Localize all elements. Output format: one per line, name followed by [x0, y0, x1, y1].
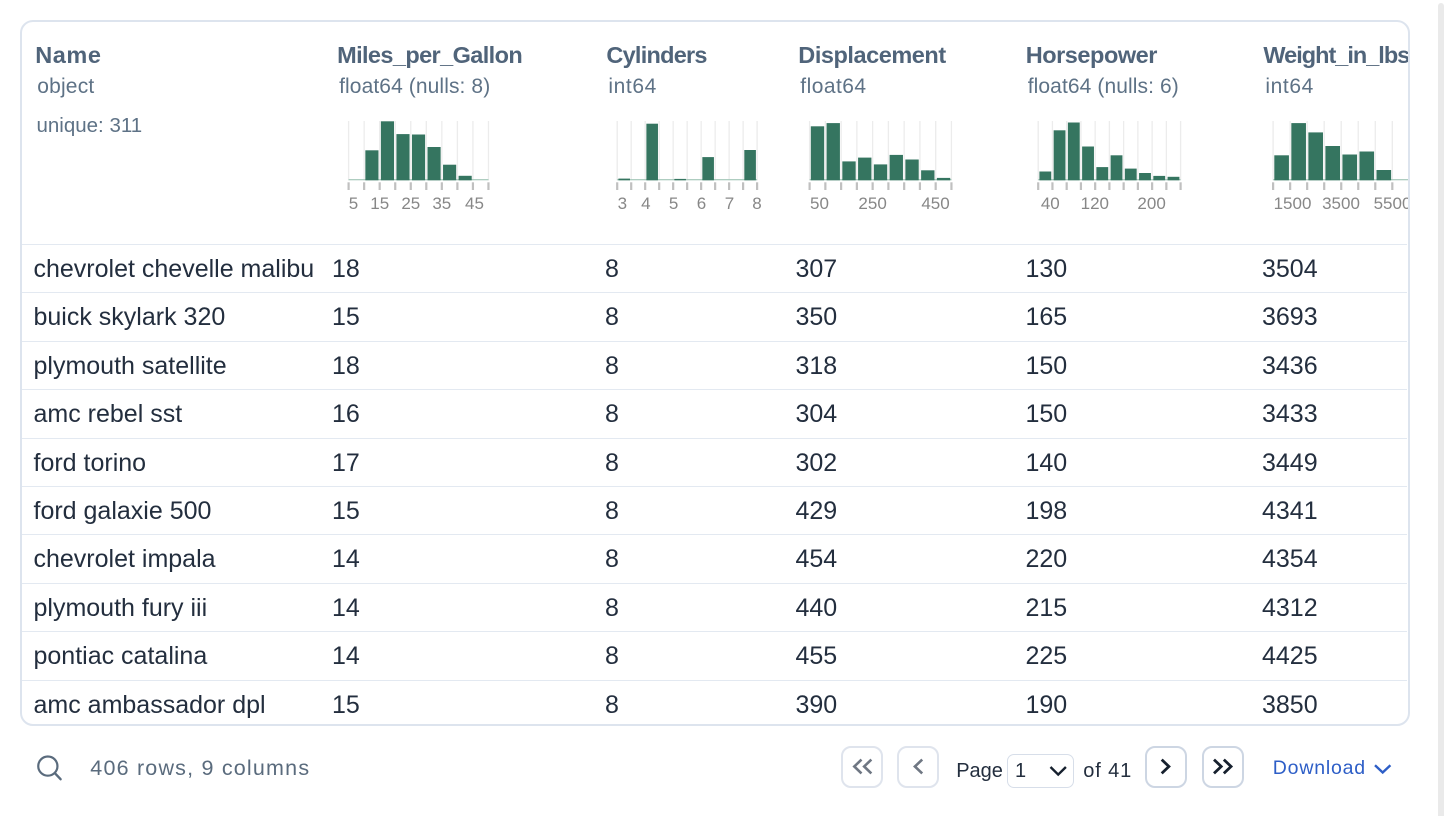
svg-text:5: 5 [349, 194, 358, 213]
svg-text:6: 6 [697, 194, 706, 213]
svg-text:25: 25 [401, 194, 420, 213]
svg-text:45: 45 [465, 194, 484, 213]
svg-text:35: 35 [432, 194, 451, 213]
svg-text:120: 120 [1081, 194, 1109, 213]
svg-text:1500: 1500 [1274, 194, 1312, 213]
svg-text:50: 50 [810, 194, 829, 213]
svg-text:250: 250 [858, 194, 886, 213]
svg-text:3: 3 [618, 194, 627, 213]
svg-text:15: 15 [370, 194, 389, 213]
svg-text:5500: 5500 [1374, 194, 1410, 213]
svg-text:450: 450 [921, 194, 949, 213]
svg-text:8: 8 [752, 194, 761, 213]
svg-text:7: 7 [725, 194, 734, 213]
svg-text:4: 4 [641, 194, 650, 213]
svg-text:5: 5 [669, 194, 678, 213]
svg-text:200: 200 [1137, 194, 1165, 213]
svg-text:40: 40 [1041, 194, 1060, 213]
svg-text:3500: 3500 [1322, 194, 1360, 213]
